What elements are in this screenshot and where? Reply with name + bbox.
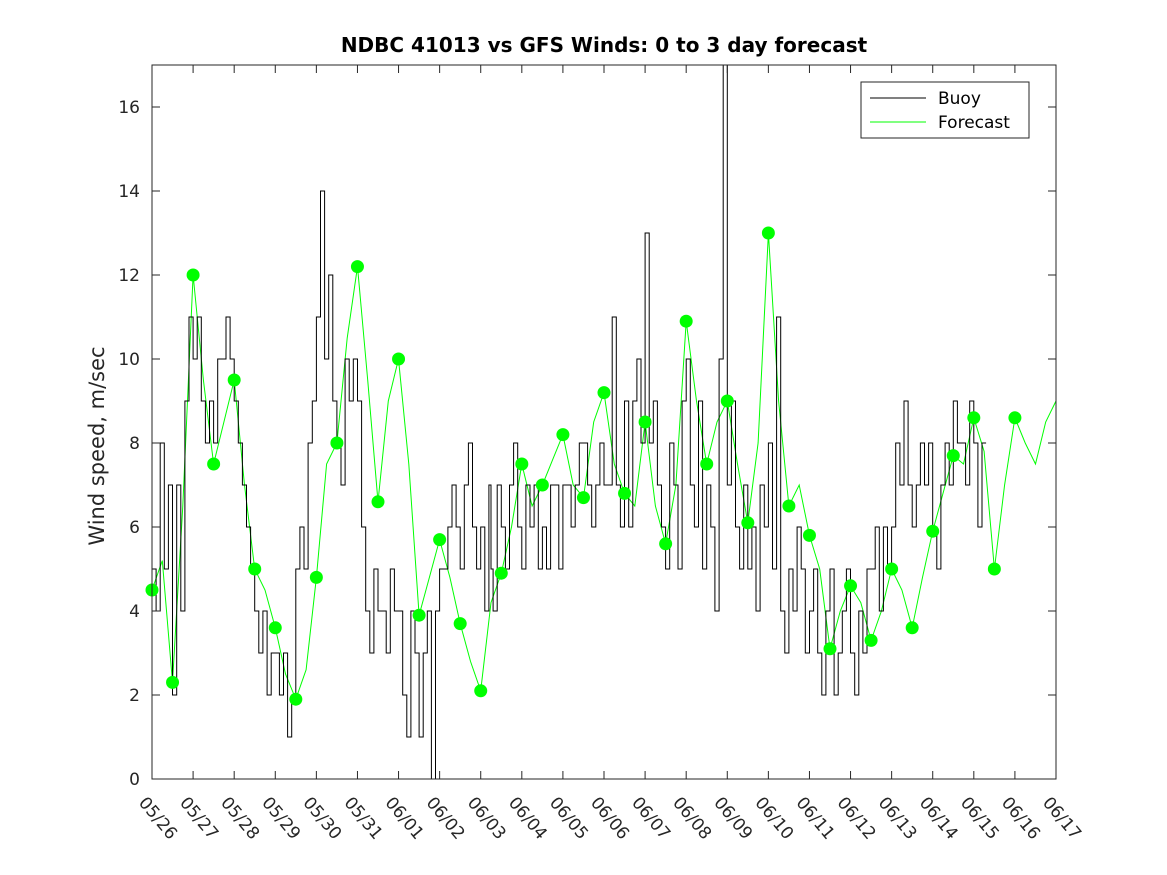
forecast-point <box>720 394 734 408</box>
forecast-point <box>350 260 364 274</box>
legend-buoy-label: Buoy <box>938 89 981 109</box>
forecast-point <box>782 499 796 513</box>
forecast-point <box>597 386 611 400</box>
forecast-point <box>638 415 652 429</box>
legend-forecast-label: Forecast <box>938 113 1010 133</box>
forecast-point <box>268 621 282 635</box>
y-tick-label: 8 <box>129 434 140 454</box>
y-tick-label: 14 <box>118 182 140 202</box>
y-tick-label: 16 <box>118 98 140 118</box>
forecast-point <box>186 268 200 282</box>
y-axis-label: Wind speed, m/sec <box>85 346 109 545</box>
forecast-point <box>453 617 467 631</box>
forecast-point <box>1008 411 1022 425</box>
forecast-point <box>207 457 221 471</box>
y-tick-label: 10 <box>118 350 140 370</box>
forecast-point <box>576 491 590 505</box>
forecast-point <box>618 486 632 500</box>
forecast-point <box>309 570 323 584</box>
forecast-point <box>926 524 940 538</box>
forecast-point <box>741 516 755 530</box>
forecast-point <box>392 352 406 366</box>
forecast-point <box>844 579 858 593</box>
chart-title: NDBC 41013 vs GFS Winds: 0 to 3 day fore… <box>341 33 868 57</box>
forecast-point <box>823 642 837 656</box>
y-tick-label: 4 <box>129 602 140 622</box>
forecast-point <box>905 621 919 635</box>
legend-box <box>860 81 1030 139</box>
forecast-point <box>802 528 816 542</box>
forecast-point <box>946 449 960 463</box>
y-tick-label: 0 <box>129 770 140 790</box>
forecast-point <box>371 495 385 509</box>
forecast-point <box>659 537 673 551</box>
forecast-point <box>700 457 714 471</box>
y-tick-label: 12 <box>118 266 140 286</box>
forecast-point <box>515 457 529 471</box>
forecast-point <box>535 478 549 492</box>
forecast-point <box>885 562 899 576</box>
forecast-point <box>864 633 878 647</box>
forecast-point <box>679 314 693 328</box>
forecast-point <box>412 608 426 622</box>
forecast-point <box>330 436 344 450</box>
y-axis-ticks: 0 2 4 6 8 10 12 14 16 <box>118 98 1056 790</box>
forecast-point <box>289 692 303 706</box>
y-tick-label: 2 <box>129 686 140 706</box>
forecast-point <box>967 411 981 425</box>
forecast-point <box>227 373 241 387</box>
forecast-point <box>433 533 447 547</box>
forecast-point <box>248 562 262 576</box>
forecast-point <box>556 428 570 442</box>
forecast-point <box>166 675 180 689</box>
forecast-point <box>474 684 488 698</box>
y-tick-label: 6 <box>129 518 140 538</box>
forecast-point <box>494 566 508 580</box>
legend: Buoy Forecast <box>860 81 1030 139</box>
forecast-point <box>987 562 1001 576</box>
forecast-point <box>761 226 775 240</box>
